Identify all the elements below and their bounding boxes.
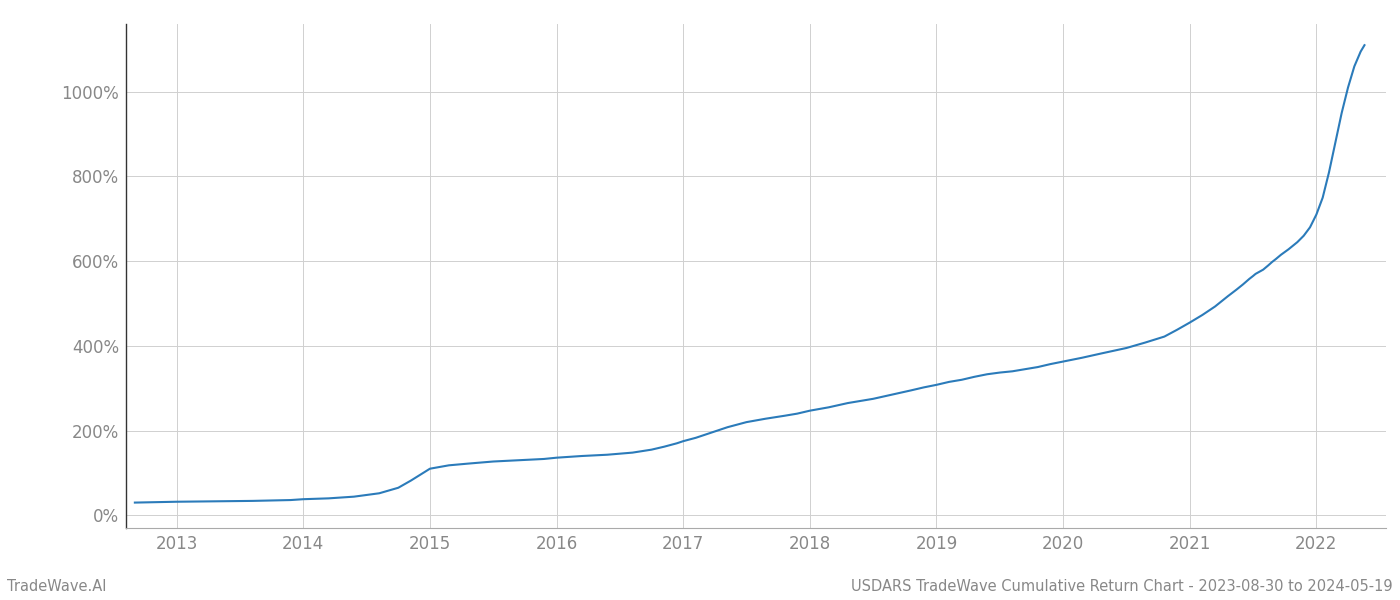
Text: TradeWave.AI: TradeWave.AI [7,579,106,594]
Text: USDARS TradeWave Cumulative Return Chart - 2023-08-30 to 2024-05-19: USDARS TradeWave Cumulative Return Chart… [851,579,1393,594]
